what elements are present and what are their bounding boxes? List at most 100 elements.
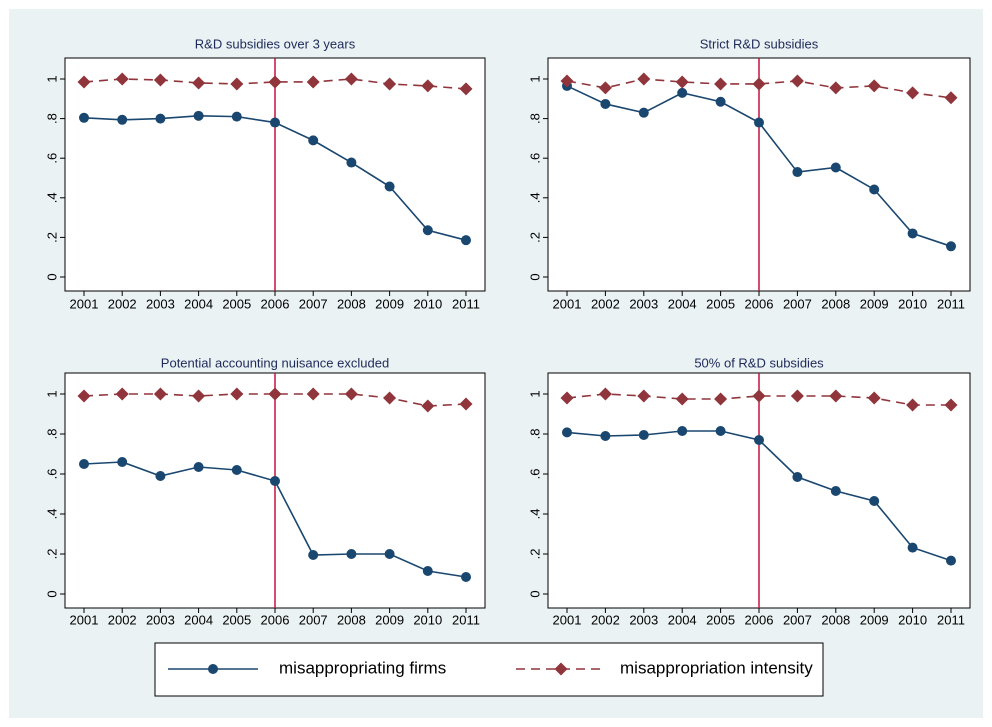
point bbox=[790, 74, 804, 88]
x-tick-label: 2007 bbox=[299, 612, 328, 627]
point bbox=[907, 542, 918, 553]
point bbox=[459, 397, 473, 411]
point bbox=[906, 86, 920, 100]
x-tick-label: 2009 bbox=[860, 296, 889, 311]
x-tick-label: 2003 bbox=[629, 296, 658, 311]
point bbox=[192, 76, 206, 90]
point bbox=[459, 82, 473, 96]
y-tick-label: 0 bbox=[44, 590, 59, 597]
point bbox=[193, 110, 204, 121]
y-tick-label: 0 bbox=[44, 273, 59, 280]
y-tick-label: 0 bbox=[527, 590, 542, 597]
legend-marker bbox=[208, 664, 218, 674]
y-tick-label: 1 bbox=[527, 75, 542, 82]
point bbox=[344, 387, 358, 401]
legend-label: misappropriating firms bbox=[279, 658, 446, 677]
point bbox=[155, 471, 166, 481]
x-tick-label: 2010 bbox=[413, 612, 442, 627]
y-tick-label: .6 bbox=[527, 469, 542, 480]
point bbox=[638, 107, 649, 118]
x-tick-label: 2008 bbox=[821, 296, 850, 311]
x-tick-label: 2001 bbox=[70, 296, 99, 311]
legend-marker bbox=[554, 662, 568, 676]
point bbox=[946, 555, 956, 566]
x-tick-label: 2005 bbox=[706, 612, 735, 627]
point bbox=[153, 387, 167, 401]
point bbox=[598, 387, 612, 401]
x-tick-label: 2005 bbox=[222, 612, 251, 627]
panel-title: Strict R&D subsidies bbox=[700, 36, 819, 51]
x-tick-label: 2001 bbox=[553, 296, 582, 311]
y-tick-label: .4 bbox=[527, 192, 542, 203]
panel-title: R&D subsidies over 3 years bbox=[195, 36, 356, 51]
series-line bbox=[566, 393, 951, 406]
point bbox=[867, 391, 881, 405]
x-tick-label: 2001 bbox=[553, 612, 582, 627]
x-tick-label: 2005 bbox=[706, 296, 735, 311]
point bbox=[270, 476, 280, 486]
x-tick-label: 2010 bbox=[898, 612, 927, 627]
point bbox=[346, 157, 357, 168]
point bbox=[344, 72, 358, 86]
legend bbox=[154, 642, 824, 697]
y-tick-label: .8 bbox=[44, 429, 59, 440]
y-tick-label: .2 bbox=[527, 549, 542, 560]
x-tick-label: 2010 bbox=[413, 296, 442, 311]
y-tick-label: .4 bbox=[44, 192, 59, 203]
panel-title: Potential accounting nuisance excluded bbox=[161, 355, 389, 370]
x-tick-label: 2002 bbox=[591, 296, 620, 311]
point bbox=[600, 431, 611, 441]
point bbox=[715, 426, 726, 436]
point bbox=[560, 391, 574, 405]
x-tick-label: 2002 bbox=[108, 296, 137, 311]
point bbox=[422, 566, 433, 576]
point bbox=[193, 462, 204, 472]
x-tick-label: 2003 bbox=[146, 296, 175, 311]
point bbox=[600, 98, 611, 109]
point bbox=[907, 228, 918, 239]
point bbox=[422, 225, 433, 236]
y-tick-label: .6 bbox=[527, 153, 542, 164]
point bbox=[946, 241, 956, 252]
series-line bbox=[83, 393, 467, 407]
x-tick-label: 2005 bbox=[222, 296, 251, 311]
x-tick-label: 2006 bbox=[261, 296, 290, 311]
y-tick-label: 1 bbox=[527, 390, 542, 397]
x-tick-label: 2008 bbox=[337, 612, 366, 627]
point bbox=[638, 430, 649, 440]
point bbox=[346, 549, 357, 559]
point bbox=[677, 87, 688, 98]
point bbox=[308, 135, 319, 146]
point bbox=[270, 117, 280, 128]
point bbox=[637, 72, 651, 86]
y-tick-label: .6 bbox=[44, 153, 59, 164]
x-tick-label: 2006 bbox=[745, 612, 774, 627]
y-tick-label: .8 bbox=[44, 113, 59, 124]
x-tick-label: 2002 bbox=[591, 612, 620, 627]
y-tick-label: 1 bbox=[44, 75, 59, 82]
point bbox=[792, 472, 803, 482]
point bbox=[869, 496, 880, 506]
point bbox=[383, 77, 397, 91]
point bbox=[598, 81, 612, 95]
point bbox=[155, 113, 166, 124]
point bbox=[79, 112, 89, 123]
x-tick-label: 2006 bbox=[261, 612, 290, 627]
point bbox=[677, 426, 688, 436]
x-tick-label: 2010 bbox=[898, 296, 927, 311]
point bbox=[754, 435, 764, 445]
x-tick-label: 2011 bbox=[937, 296, 965, 311]
point bbox=[869, 184, 880, 195]
point bbox=[714, 392, 728, 406]
x-tick-label: 2004 bbox=[184, 612, 213, 627]
point bbox=[230, 387, 244, 401]
x-tick-label: 2003 bbox=[146, 612, 175, 627]
point bbox=[384, 549, 395, 559]
point bbox=[790, 389, 804, 403]
point bbox=[77, 389, 91, 403]
y-tick-label: .8 bbox=[527, 429, 542, 440]
y-tick-label: .2 bbox=[44, 232, 59, 243]
y-tick-label: .2 bbox=[527, 232, 542, 243]
x-tick-label: 2011 bbox=[452, 612, 480, 627]
x-tick-label: 2002 bbox=[108, 612, 137, 627]
